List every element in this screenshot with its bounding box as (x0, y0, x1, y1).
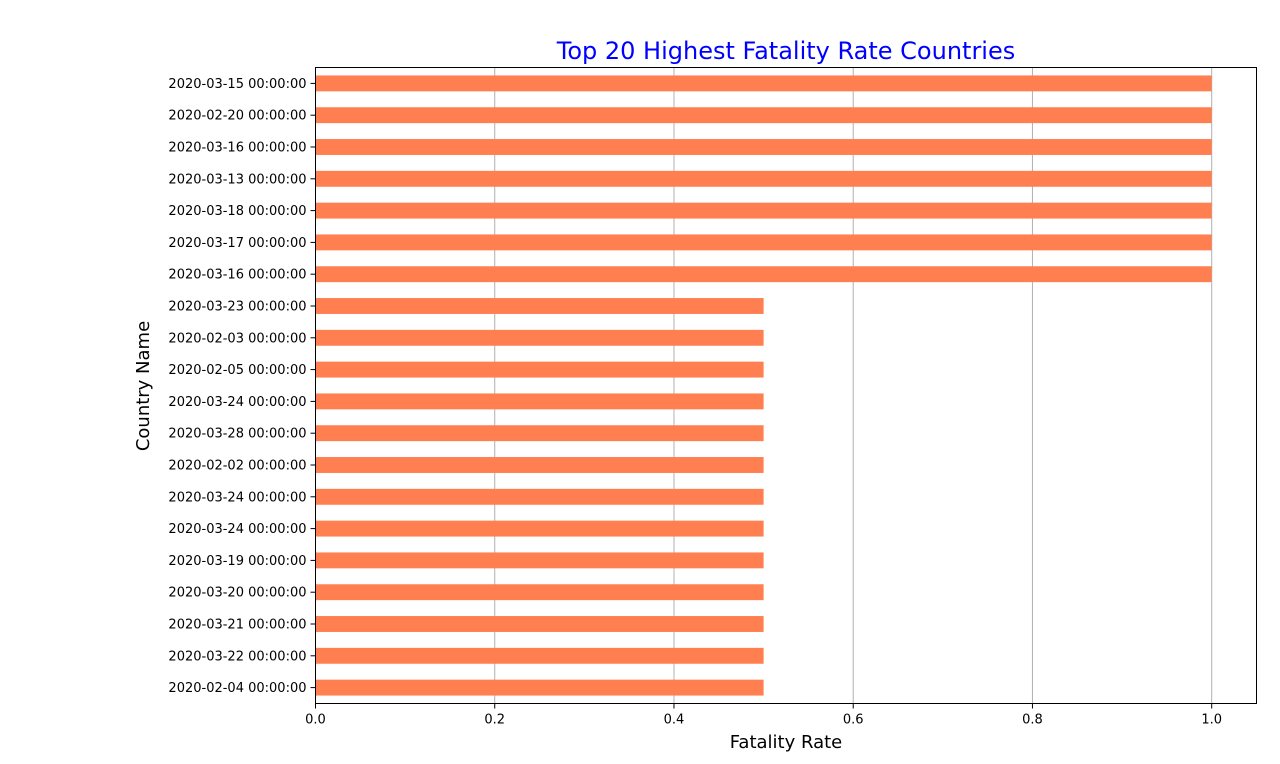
y-tick-label: 2020-02-04 00:00:00 (168, 681, 306, 696)
bar (315, 266, 1212, 283)
bar (315, 329, 764, 346)
bar (315, 107, 1212, 124)
x-tick-label: 0.8 (1022, 713, 1043, 728)
y-tick-label: 2020-03-13 00:00:00 (168, 172, 306, 187)
x-tick-label: 0.0 (305, 713, 326, 728)
y-tick-label: 2020-03-18 00:00:00 (168, 204, 306, 219)
y-tick-label: 2020-03-15 00:00:00 (168, 77, 306, 92)
bar (315, 298, 764, 314)
bar (315, 234, 1212, 251)
x-tick-label: 0.2 (484, 713, 505, 728)
y-tick-label: 2020-03-23 00:00:00 (168, 300, 306, 315)
bar (315, 584, 764, 601)
y-tick-label: 2020-03-24 00:00:00 (168, 490, 306, 505)
y-tick-label: 2020-03-16 00:00:00 (168, 141, 306, 156)
bar (315, 647, 764, 664)
bar (315, 75, 1212, 92)
bar (315, 488, 764, 505)
y-axis-label: Country Name (133, 321, 154, 451)
y-tick-label: 2020-02-02 00:00:00 (168, 459, 306, 474)
x-axis-label: Fatality Rate (730, 732, 843, 753)
grid-lines (494, 67, 1213, 704)
bar (315, 425, 764, 442)
bar (315, 520, 764, 537)
y-tick-label: 2020-03-17 00:00:00 (168, 236, 306, 251)
bar (315, 202, 1212, 219)
y-ticks: 2020-03-15 00:00:00 2020-02-20 00:00:00 20… (168, 77, 316, 696)
x-tick-label: 1.0 (1201, 713, 1222, 728)
chart-title: Top 20 Highest Fatality Rate Countries (556, 37, 1016, 65)
x-tick-label: 0.6 (843, 713, 864, 728)
y-tick-label: 2020-03-21 00:00:00 (168, 618, 306, 633)
y-tick-label: 2020-03-22 00:00:00 (168, 649, 306, 664)
bar (315, 457, 764, 473)
plot-frame (315, 67, 1257, 704)
bar (315, 361, 764, 378)
y-tick-label: 2020-03-28 00:00:00 (168, 427, 306, 442)
y-tick-label: 2020-03-24 00:00:00 (168, 522, 306, 537)
bar (315, 139, 1212, 155)
bars (315, 75, 1212, 696)
y-tick-label: 2020-02-20 00:00:00 (168, 109, 306, 124)
bar (315, 170, 1212, 187)
y-tick-label: 2020-03-19 00:00:00 (168, 554, 306, 569)
bar (315, 679, 764, 696)
x-tick-label: 0.4 (664, 713, 685, 728)
bar (315, 393, 764, 410)
bar (315, 616, 764, 632)
y-tick-label: 2020-03-16 00:00:00 (168, 268, 306, 283)
bar (315, 552, 764, 569)
y-tick-label: 2020-02-03 00:00:00 (168, 331, 306, 346)
x-ticks: 0.0 0.2 0.4 0.6 0.8 1.0 (305, 703, 1222, 728)
y-tick-label: 2020-03-24 00:00:00 (168, 395, 306, 410)
y-tick-label: 2020-03-20 00:00:00 (168, 586, 306, 601)
y-tick-label: 2020-02-05 00:00:00 (168, 363, 306, 378)
